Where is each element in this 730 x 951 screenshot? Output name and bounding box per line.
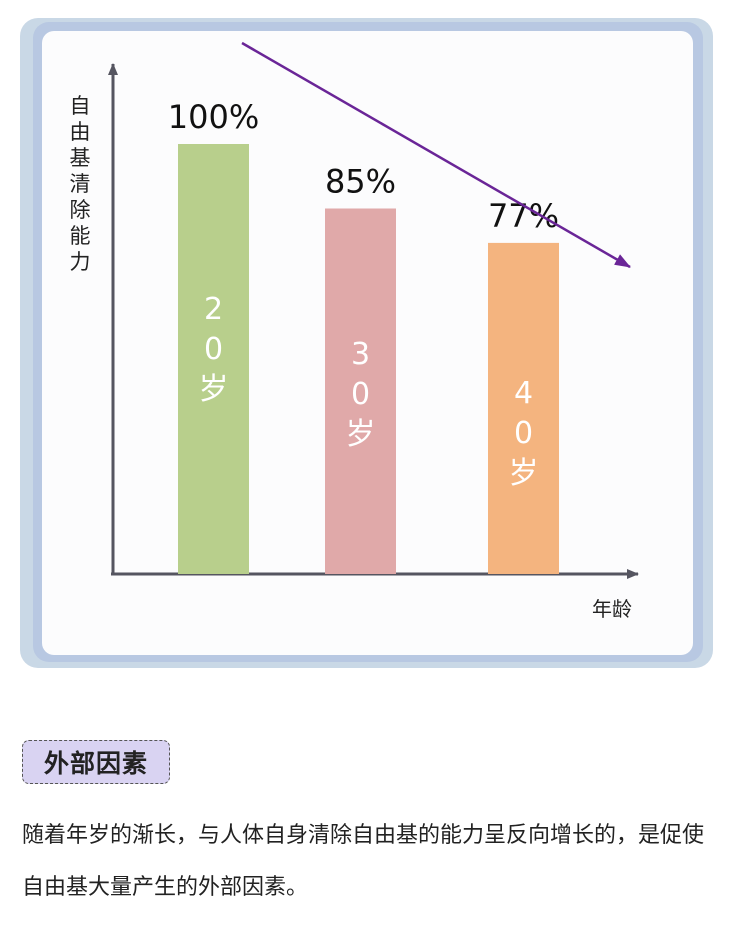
value-label-1: 85% [325, 163, 396, 201]
value-label-0: 100% [168, 98, 259, 136]
body-paragraph: 随着年岁的渐长，与人体自身清除自由基的能力呈反向增长的，是促使自由基大量产生的外… [22, 823, 705, 900]
y-axis-label: 自由基清除能力 [70, 94, 91, 274]
bar-2 [488, 242, 559, 574]
bar-0 [178, 144, 249, 574]
section-tag: 外部因素 [22, 740, 170, 784]
value-label-2: 77% [488, 197, 559, 235]
trend-arrow [241, 41, 631, 269]
bar-1 [325, 208, 396, 574]
x-axis-label: 年龄 [592, 597, 632, 621]
chart-card-border: 自由基清除能力年龄 100% 2 0 岁 85% 3 0 岁 77% 4 0 岁 [33, 22, 703, 662]
chart-panel: 自由基清除能力年龄 100% 2 0 岁 85% 3 0 岁 77% 4 0 岁 [42, 31, 693, 655]
chart-card: 自由基清除能力年龄 100% 2 0 岁 85% 3 0 岁 77% 4 0 岁 [20, 18, 713, 668]
